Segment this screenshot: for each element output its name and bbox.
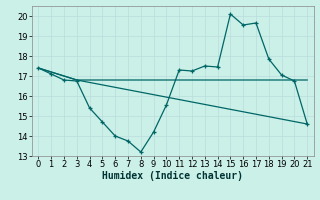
- X-axis label: Humidex (Indice chaleur): Humidex (Indice chaleur): [102, 171, 243, 181]
